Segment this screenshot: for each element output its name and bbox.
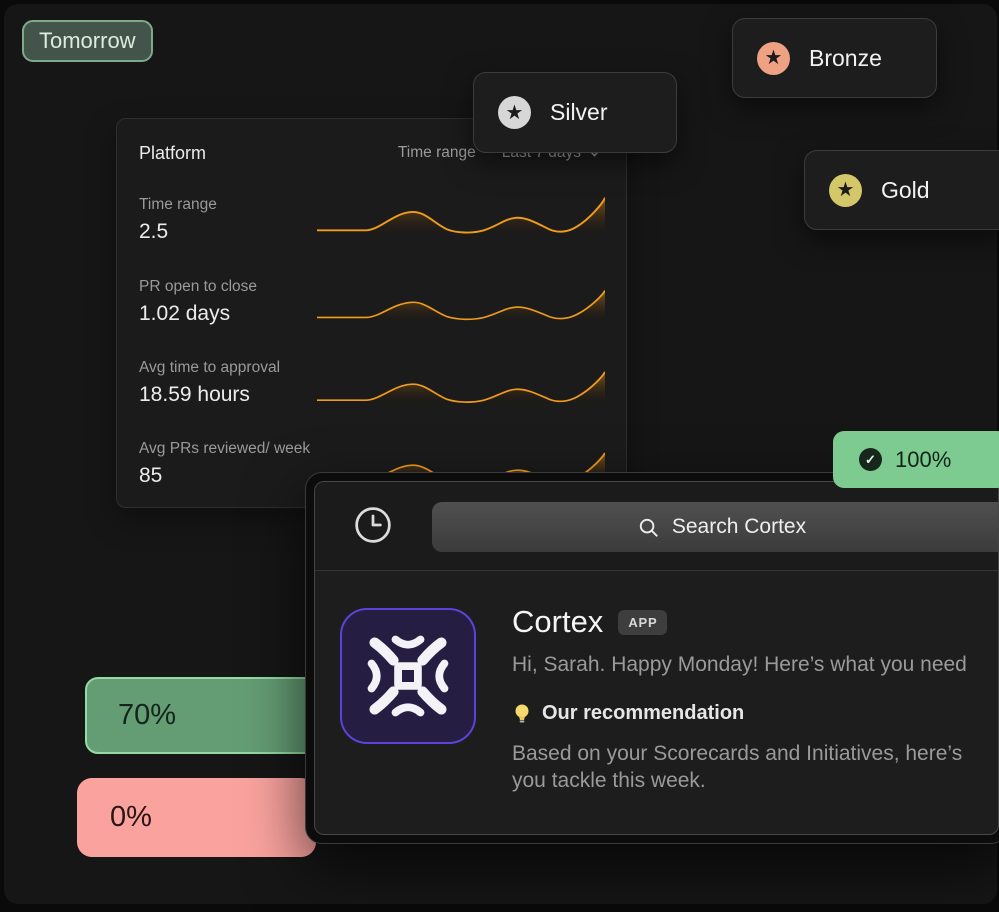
recommendation-title-text: Our recommendation <box>542 702 745 724</box>
metric-value: 18.59 hours <box>139 383 250 406</box>
metric-label: Avg PRs reviewed/ week <box>139 440 311 457</box>
cortex-app-logo <box>340 608 476 744</box>
time-range-label: Time range <box>397 144 476 161</box>
score-badge-label: 100% <box>895 446 952 472</box>
bronze-star-icon: ★ <box>757 41 790 75</box>
tier-label: Gold <box>881 176 930 203</box>
sparkline-avg-time-to-approval <box>317 371 605 406</box>
metric-avg-prs-reviewed: Avg PRs reviewed/ week 85 <box>139 440 310 488</box>
score-badge-0: 0% <box>77 778 316 857</box>
cortex-app-name: Cortex <box>512 604 604 639</box>
search-icon <box>639 518 658 537</box>
app-type-badge: APP <box>618 609 668 635</box>
cortex-panel-inner: Search Cortex <box>314 481 999 835</box>
cortex-title-row: Cortex APP <box>512 604 998 640</box>
metric-value: 1.02 days <box>139 302 231 325</box>
tier-card-bronze[interactable]: ★ Bronze <box>732 18 937 98</box>
gold-star-icon: ★ <box>829 173 862 207</box>
tier-card-gold[interactable]: ★ Gold <box>804 150 999 230</box>
cortex-message: Cortex APP Hi, Sarah. Happy Monday! Here… <box>512 604 998 794</box>
tier-label: Bronze <box>809 44 882 71</box>
platform-card: Platform Time range Last 7 days Time ran… <box>116 118 627 508</box>
search-placeholder: Search Cortex <box>671 515 807 538</box>
greeting-text: Hi, Sarah. Happy Monday! Here’s what you… <box>512 653 967 676</box>
cortex-logo-glyph-icon <box>367 635 449 717</box>
metric-time-range: Time range 2.5 <box>139 196 217 244</box>
check-icon: ✓ <box>859 448 882 471</box>
tomorrow-badge: Tomorrow <box>22 20 153 62</box>
cortex-search-header: Search Cortex <box>315 482 998 571</box>
tier-card-silver[interactable]: ★ Silver <box>473 72 677 153</box>
metric-label: Avg time to approval <box>139 359 281 376</box>
lightbulb-icon <box>515 704 529 722</box>
search-input[interactable]: Search Cortex <box>432 502 998 552</box>
sparkline-time-range <box>317 197 605 237</box>
silver-star-icon: ★ <box>498 96 531 129</box>
recent-history-clock-icon[interactable] <box>354 506 392 544</box>
recommendation-text-line: you tackle this week. <box>512 769 706 792</box>
metric-pr-open-to-close: PR open to close 1.02 days <box>139 278 257 326</box>
cortex-result-body: Cortex APP Hi, Sarah. Happy Monday! Here… <box>315 571 998 834</box>
tier-label: Silver <box>550 99 608 125</box>
metric-avg-time-to-approval: Avg time to approval 18.59 hours <box>139 359 280 407</box>
recommendation-text-line: Based on your Scorecards and Initiatives… <box>512 742 963 765</box>
score-badge-label: 0% <box>110 801 152 833</box>
metric-label: PR open to close <box>139 278 258 295</box>
metric-value: 2.5 <box>139 220 169 243</box>
platform-card-title: Platform <box>139 143 207 163</box>
sparkline-pr-open-to-close <box>317 290 605 323</box>
score-badge-70: 70% <box>85 677 321 754</box>
recommendation-title: Our recommendation <box>512 702 998 725</box>
score-badge-label: 70% <box>118 699 177 731</box>
score-badge-100: ✓ 100% <box>833 431 999 488</box>
cortex-panel: Search Cortex <box>305 472 999 844</box>
tomorrow-badge-label: Tomorrow <box>39 28 136 53</box>
metric-value: 85 <box>139 464 163 487</box>
metric-label: Time range <box>139 196 217 213</box>
